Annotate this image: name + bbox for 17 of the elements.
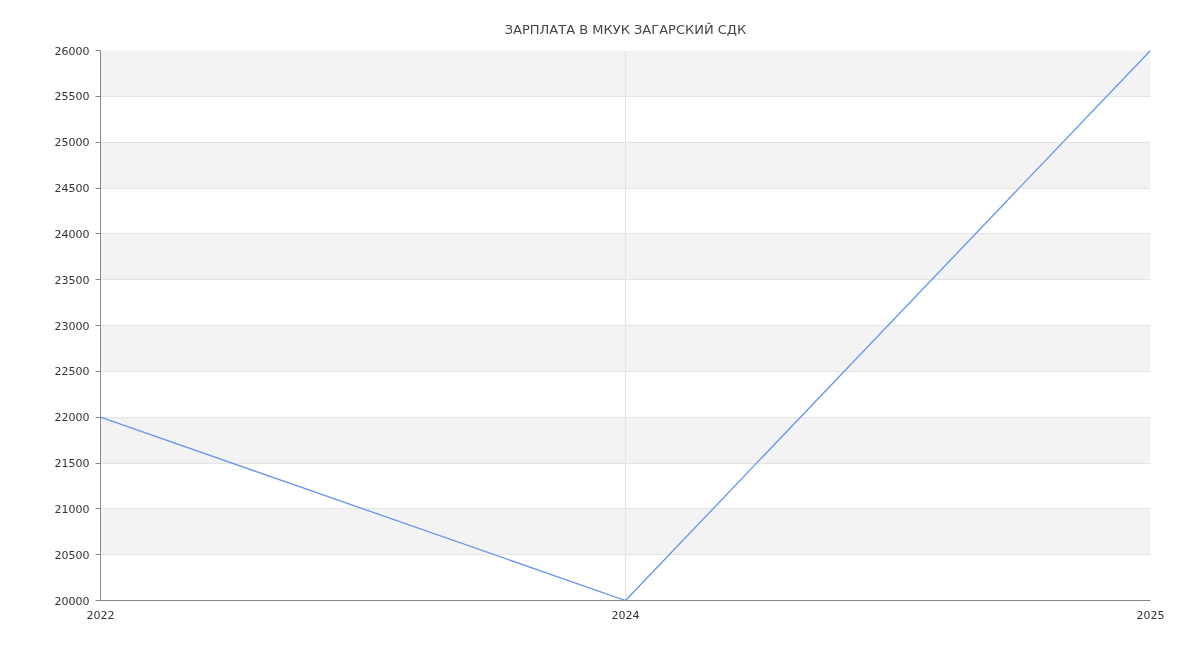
y-tick-label: 23000 — [54, 319, 90, 333]
y-tick-label: 22500 — [54, 365, 90, 379]
y-tick-label: 24000 — [54, 227, 90, 241]
y-tick-label: 20500 — [54, 548, 90, 562]
y-tick-label: 25500 — [54, 90, 90, 104]
y-tick-label: 20000 — [54, 594, 90, 608]
y-tick-label: 22000 — [54, 411, 90, 425]
x-tick-label: 2024 — [611, 608, 640, 622]
y-tick-label: 21000 — [54, 502, 90, 516]
x-tick-label: 2022 — [86, 608, 115, 622]
y-tick-label: 25000 — [54, 136, 90, 150]
y-tick-label: 24500 — [54, 182, 90, 195]
x-tick-label: 2025 — [1136, 608, 1165, 622]
chart-title: ЗАРПЛАТА В МКУК ЗАГАРСКИЙ СДК — [504, 21, 747, 37]
y-tick-label: 21500 — [54, 457, 90, 470]
y-tick-label: 26000 — [54, 44, 90, 58]
y-tick-label: 23500 — [54, 273, 90, 287]
